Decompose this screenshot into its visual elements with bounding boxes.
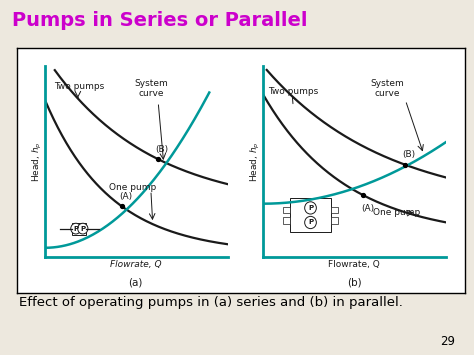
Text: System
curve: System curve	[370, 79, 404, 98]
X-axis label: Flowrate, Q: Flowrate, Q	[110, 260, 162, 269]
Text: Two pumps: Two pumps	[269, 87, 319, 97]
Bar	[291, 198, 330, 233]
Text: (A): (A)	[119, 192, 132, 201]
Text: P: P	[80, 226, 85, 231]
Text: (a): (a)	[128, 278, 142, 288]
Bar	[330, 207, 338, 213]
Y-axis label: Head, $h_p$: Head, $h_p$	[248, 141, 262, 182]
Text: (B): (B)	[403, 150, 416, 159]
Bar	[283, 217, 291, 224]
Text: P: P	[308, 219, 313, 225]
Y-axis label: Head, $h_p$: Head, $h_p$	[30, 141, 44, 182]
Text: One pump: One pump	[109, 183, 156, 192]
Bar	[283, 207, 291, 213]
Text: (A): (A)	[362, 204, 375, 213]
Text: System
curve: System curve	[134, 79, 168, 98]
Bar	[73, 223, 86, 235]
Circle shape	[78, 223, 88, 234]
Text: (B): (B)	[155, 144, 169, 154]
Text: Pumps in Series or Parallel: Pumps in Series or Parallel	[12, 11, 307, 30]
Text: P: P	[308, 205, 313, 211]
Text: (b): (b)	[347, 278, 362, 288]
Text: Two pumps: Two pumps	[54, 82, 104, 91]
Circle shape	[305, 216, 316, 229]
Text: 29: 29	[440, 335, 455, 348]
Text: Effect of operating pumps in (a) series and (b) in parallel.: Effect of operating pumps in (a) series …	[19, 296, 403, 310]
Circle shape	[305, 202, 316, 214]
Text: One pump: One pump	[373, 208, 420, 217]
Circle shape	[71, 223, 81, 234]
Bar	[330, 217, 338, 224]
Text: P: P	[73, 226, 78, 231]
X-axis label: Flowrate, Q: Flowrate, Q	[328, 260, 380, 269]
